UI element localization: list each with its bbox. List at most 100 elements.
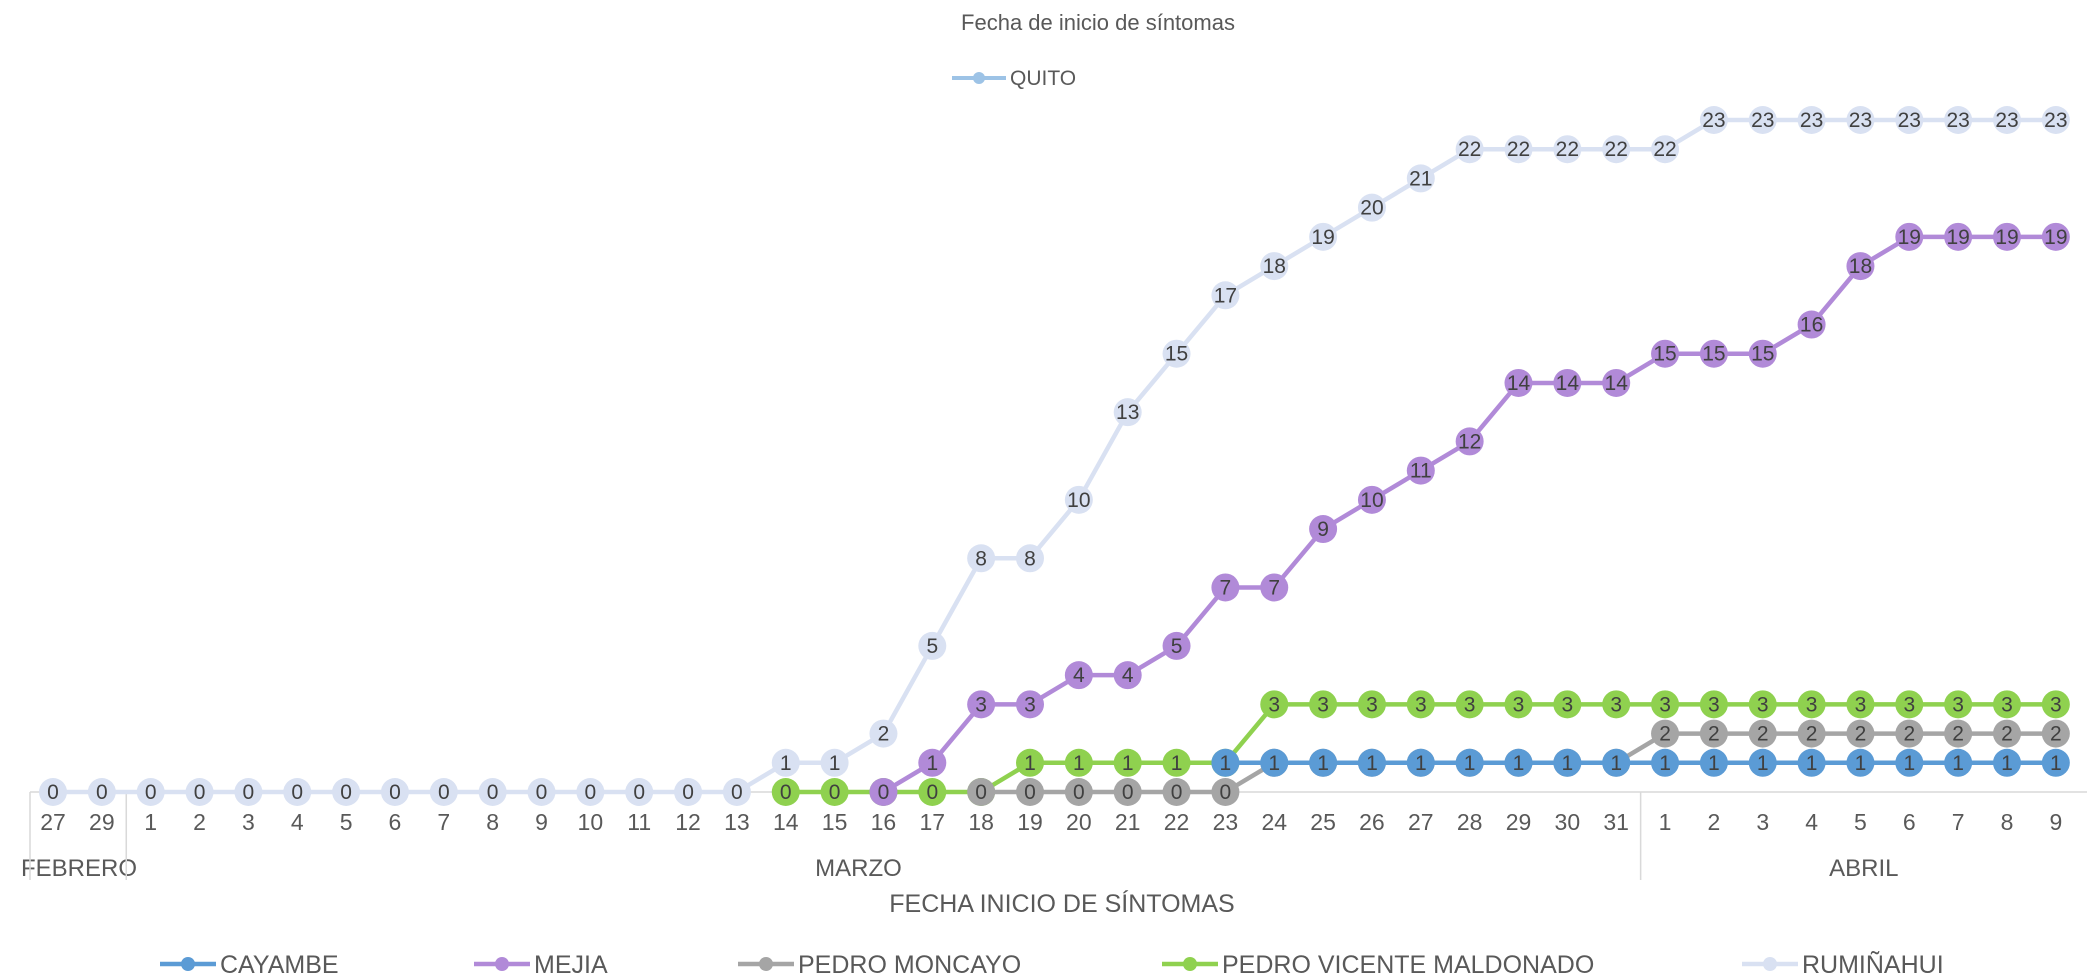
- data-point-mejia[interactable]: [1113, 661, 1142, 690]
- data-point-pedro-vicente-maldonado[interactable]: [820, 778, 849, 806]
- data-point-ruminahui[interactable]: [869, 719, 898, 748]
- data-point-pedro-vicente-maldonado[interactable]: [1357, 690, 1386, 719]
- data-point-pedro-moncayo[interactable]: [967, 778, 996, 806]
- data-point-pedro-moncayo[interactable]: [1895, 719, 1924, 748]
- data-point-ruminahui[interactable]: [1846, 106, 1875, 134]
- data-point-cayambe[interactable]: [1455, 748, 1484, 777]
- data-point-cayambe[interactable]: [1553, 748, 1582, 777]
- data-point-ruminahui[interactable]: [39, 778, 67, 806]
- data-point-ruminahui[interactable]: [1016, 544, 1044, 573]
- data-point-ruminahui[interactable]: [283, 778, 312, 806]
- data-point-ruminahui[interactable]: [674, 778, 703, 806]
- data-point-mejia[interactable]: [967, 690, 996, 719]
- data-point-mejia[interactable]: [1699, 339, 1728, 368]
- data-point-pedro-vicente-maldonado[interactable]: [1748, 690, 1777, 719]
- data-point-pedro-vicente-maldonado[interactable]: [771, 778, 800, 806]
- data-point-mejia[interactable]: [1895, 222, 1924, 251]
- data-point-mejia[interactable]: [1504, 368, 1533, 397]
- data-point-pedro-vicente-maldonado[interactable]: [1504, 690, 1533, 719]
- data-point-ruminahui[interactable]: [332, 778, 361, 806]
- data-point-ruminahui[interactable]: [1895, 106, 1924, 134]
- data-point-ruminahui[interactable]: [625, 778, 654, 806]
- data-point-ruminahui[interactable]: [1748, 106, 1777, 134]
- data-point-pedro-vicente-maldonado[interactable]: [1553, 690, 1582, 719]
- data-point-mejia[interactable]: [1602, 368, 1631, 397]
- data-point-cayambe[interactable]: [1846, 748, 1875, 777]
- data-point-ruminahui[interactable]: [478, 778, 507, 806]
- data-point-ruminahui[interactable]: [136, 778, 165, 806]
- legend-item-pedro-vicente-maldonado[interactable]: PEDRO VICENTE MALDONADO: [1162, 951, 1594, 979]
- data-point-pedro-moncayo[interactable]: [1846, 719, 1875, 748]
- data-point-ruminahui[interactable]: [87, 778, 116, 806]
- data-point-ruminahui[interactable]: [1993, 106, 2021, 134]
- data-point-pedro-moncayo[interactable]: [1651, 719, 1680, 748]
- legend-item-mejia[interactable]: MEJIA: [474, 951, 608, 979]
- data-point-ruminahui[interactable]: [1309, 222, 1338, 251]
- data-point-ruminahui[interactable]: [1211, 281, 1240, 310]
- data-point-mejia[interactable]: [1406, 456, 1435, 485]
- data-point-pedro-vicente-maldonado[interactable]: [1260, 690, 1289, 719]
- data-point-pedro-vicente-maldonado[interactable]: [1944, 690, 1973, 719]
- data-point-cayambe[interactable]: [1309, 748, 1338, 777]
- data-point-pedro-moncayo[interactable]: [1699, 719, 1728, 748]
- data-point-mejia[interactable]: [1748, 339, 1777, 368]
- data-point-cayambe[interactable]: [1406, 748, 1435, 777]
- data-point-pedro-moncayo[interactable]: [1211, 778, 1240, 806]
- data-point-ruminahui[interactable]: [185, 778, 214, 806]
- data-point-mejia[interactable]: [1016, 690, 1044, 719]
- data-point-ruminahui[interactable]: [722, 778, 751, 806]
- data-point-pedro-moncayo[interactable]: [1016, 778, 1044, 806]
- data-point-pedro-vicente-maldonado[interactable]: [1162, 748, 1191, 777]
- data-point-pedro-moncayo[interactable]: [1162, 778, 1191, 806]
- data-point-mejia[interactable]: [1064, 661, 1093, 690]
- data-point-mejia[interactable]: [1797, 310, 1826, 339]
- data-point-cayambe[interactable]: [1357, 748, 1386, 777]
- data-point-mejia[interactable]: [918, 748, 947, 777]
- data-point-cayambe[interactable]: [1602, 748, 1631, 777]
- data-point-cayambe[interactable]: [1211, 748, 1240, 777]
- data-point-pedro-moncayo[interactable]: [1944, 719, 1973, 748]
- data-point-ruminahui[interactable]: [576, 778, 605, 806]
- data-point-ruminahui[interactable]: [967, 544, 996, 573]
- data-point-mejia[interactable]: [1846, 252, 1875, 281]
- data-point-pedro-moncayo[interactable]: [1113, 778, 1142, 806]
- data-point-ruminahui[interactable]: [1553, 135, 1582, 164]
- data-point-ruminahui[interactable]: [1797, 106, 1826, 134]
- data-point-pedro-vicente-maldonado[interactable]: [1455, 690, 1484, 719]
- data-point-pedro-moncayo[interactable]: [1993, 719, 2021, 748]
- data-point-pedro-vicente-maldonado[interactable]: [1797, 690, 1826, 719]
- data-point-cayambe[interactable]: [1504, 748, 1533, 777]
- data-point-pedro-vicente-maldonado[interactable]: [1602, 690, 1631, 719]
- data-point-ruminahui[interactable]: [1944, 106, 1973, 134]
- data-point-ruminahui[interactable]: [1260, 252, 1289, 281]
- data-point-ruminahui[interactable]: [1406, 164, 1435, 193]
- legend-item-pedro-moncayo[interactable]: PEDRO MONCAYO: [738, 951, 1021, 979]
- data-point-pedro-vicente-maldonado[interactable]: [1064, 748, 1093, 777]
- data-point-mejia[interactable]: [1260, 573, 1289, 602]
- data-point-pedro-vicente-maldonado[interactable]: [1993, 690, 2021, 719]
- data-point-pedro-vicente-maldonado[interactable]: [1406, 690, 1435, 719]
- data-point-ruminahui[interactable]: [1113, 398, 1142, 427]
- data-point-pedro-vicente-maldonado[interactable]: [1309, 690, 1338, 719]
- data-point-pedro-moncayo[interactable]: [1748, 719, 1777, 748]
- data-point-cayambe[interactable]: [1260, 748, 1289, 777]
- data-point-pedro-vicente-maldonado[interactable]: [1113, 748, 1142, 777]
- data-point-mejia[interactable]: [1455, 427, 1484, 456]
- data-point-mejia[interactable]: [1162, 631, 1191, 660]
- data-point-mejia[interactable]: [1651, 339, 1680, 368]
- filter-legend[interactable]: QUITO: [952, 67, 1076, 90]
- data-point-ruminahui[interactable]: [1357, 193, 1386, 222]
- data-point-mejia[interactable]: [1944, 222, 1973, 251]
- data-point-ruminahui[interactable]: [380, 778, 409, 806]
- data-point-ruminahui[interactable]: [918, 631, 947, 660]
- data-point-cayambe[interactable]: [1748, 748, 1777, 777]
- data-point-pedro-moncayo[interactable]: [1064, 778, 1093, 806]
- data-point-ruminahui[interactable]: [234, 778, 263, 806]
- data-point-cayambe[interactable]: [1993, 748, 2021, 777]
- legend-item-ruminahui[interactable]: RUMIÑAHUI: [1742, 950, 1944, 979]
- data-point-mejia[interactable]: [869, 778, 898, 806]
- data-point-ruminahui[interactable]: [429, 778, 458, 806]
- data-point-mejia[interactable]: [1553, 368, 1582, 397]
- data-point-ruminahui[interactable]: [771, 748, 800, 777]
- data-point-cayambe[interactable]: [2041, 748, 2070, 777]
